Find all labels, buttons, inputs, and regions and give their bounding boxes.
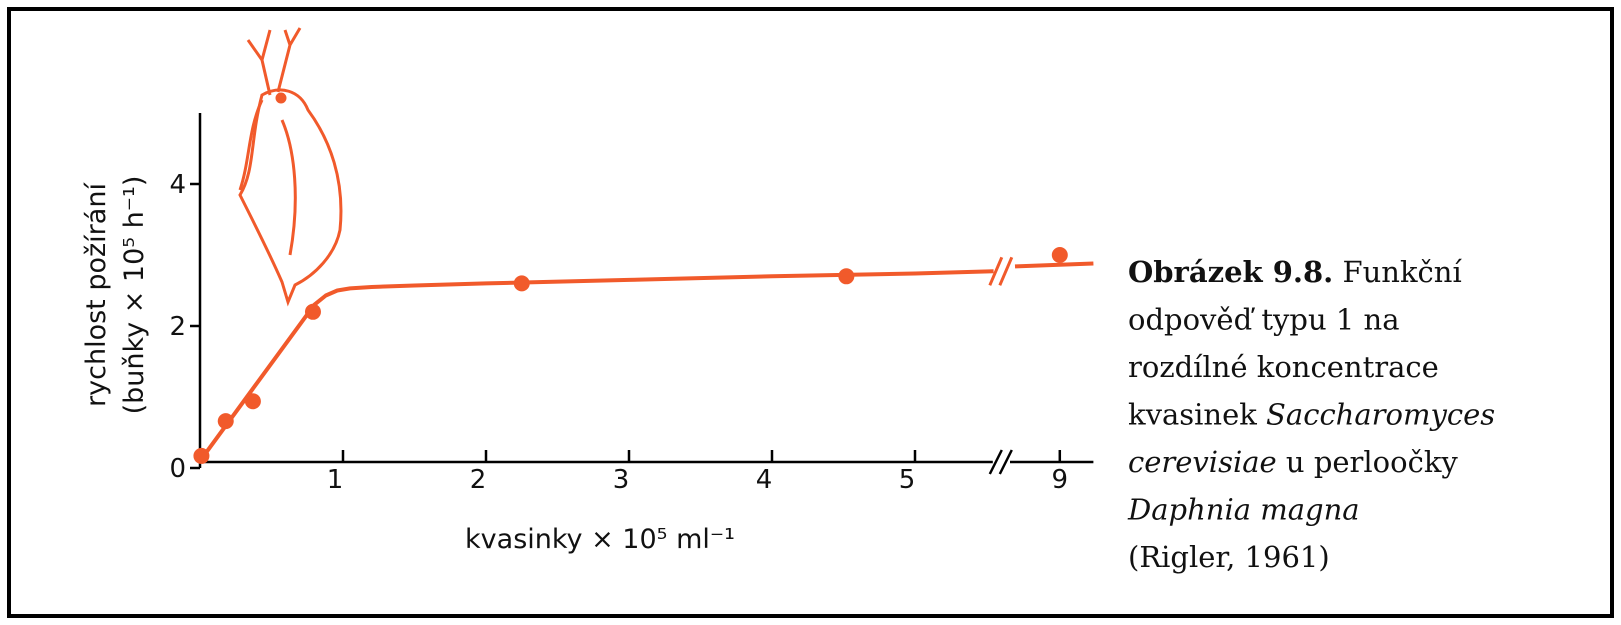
x-axis-title: kvasinky × 10⁵ ml⁻¹ (465, 524, 735, 555)
caption-text: Obrázek 9.8. (1128, 255, 1333, 289)
caption-text: Saccharomyces (1266, 398, 1495, 432)
y-axis-title: (buňky × 10⁵ h⁻¹) (119, 176, 150, 415)
x-tick-label: 1 (327, 465, 344, 495)
x-tick-label: 2 (470, 465, 487, 495)
caption-line: Daphnia magna (1127, 493, 1360, 527)
data-point (304, 303, 321, 320)
caption-text: cerevisiae (1128, 445, 1277, 479)
y-axis-title: rychlost požírání (81, 182, 112, 407)
caption-line: odpověď typu 1 na (1128, 303, 1400, 337)
caption: Obrázek 9.8. Funkční odpověď typu 1 na roz… (1127, 255, 1495, 574)
axis-break (988, 449, 1003, 475)
axis-break (998, 449, 1013, 475)
line-break (998, 256, 1014, 286)
caption-text: (Rigler, 1961) (1128, 540, 1330, 574)
caption-line: (Rigler, 1961) (1128, 540, 1330, 574)
caption-line: kvasinek Saccharomyces (1128, 398, 1495, 432)
caption-text: rozdílné koncentrace (1128, 350, 1439, 384)
caption-line: Obrázek 9.8. Funkční (1128, 255, 1462, 289)
data-point (1051, 247, 1068, 263)
x-tick-label: 9 (1052, 465, 1069, 495)
frame (7, 7, 1614, 618)
fit-line (198, 269, 994, 463)
x-tick-label: 5 (899, 465, 916, 495)
caption-line: cerevisiae u perloočky (1128, 445, 1458, 479)
caption-text: kvasinek (1128, 398, 1266, 432)
caption-line: rozdílné koncentrace (1128, 350, 1439, 384)
y-tick-label: 4 (169, 170, 186, 200)
fit-line (1014, 261, 1094, 269)
x-tick-label: 4 (756, 465, 773, 495)
caption-text: u perloočky (1277, 445, 1459, 479)
line-break (988, 256, 1004, 286)
y-tick-label: 0 (169, 454, 186, 484)
y-tick-label: 2 (169, 312, 186, 342)
caption-text: odpověď typu 1 na (1128, 303, 1400, 337)
daphnia-illustration (238, 27, 343, 307)
x-tick-label: 3 (613, 465, 630, 495)
caption-text: Daphnia magna (1127, 493, 1360, 527)
caption-text: Funkční (1333, 255, 1462, 289)
